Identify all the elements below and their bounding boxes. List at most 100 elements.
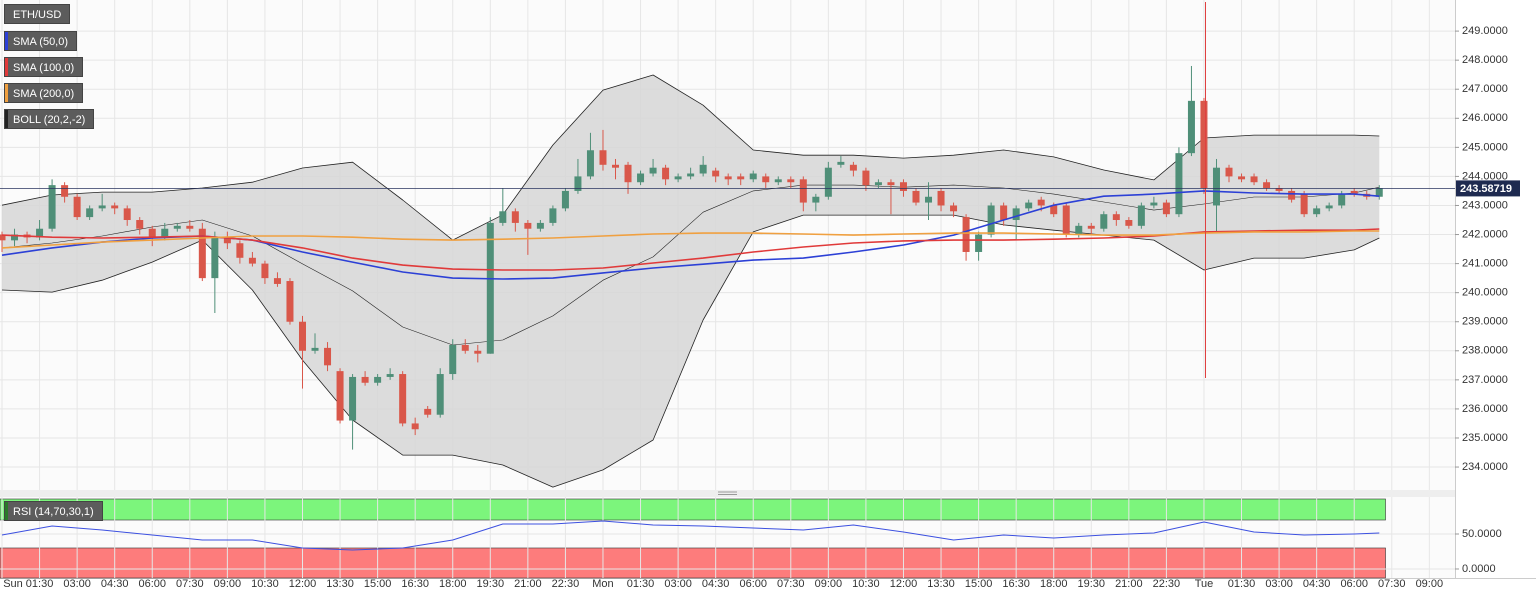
candle-body (599, 150, 607, 165)
candle-body (161, 228, 169, 238)
candle-body (1325, 205, 1333, 209)
candle-body (436, 374, 444, 415)
candle-body (899, 182, 907, 191)
candle-body (73, 196, 81, 218)
candle-body (1137, 205, 1145, 226)
rsi-line (1, 520, 1380, 551)
candle-body (524, 222, 532, 229)
candle-body (211, 237, 219, 279)
x-tick-label: 15:00 (364, 578, 392, 590)
x-tick-label: 12:00 (289, 578, 317, 590)
last-price-box (1456, 180, 1520, 197)
y-tick-label: 246.0000 (1462, 112, 1508, 124)
bollinger-lower (1, 214, 1380, 488)
candle-body (1050, 205, 1058, 215)
candle-body (1062, 205, 1070, 235)
candle-body (61, 185, 69, 197)
x-tick-label: 13:30 (326, 578, 354, 590)
candle-body (849, 164, 857, 171)
x-tick-label: 04:30 (702, 578, 730, 590)
rsi-label[interactable]: RSI (14,70,30,1) (4, 501, 103, 521)
candle-body (987, 205, 995, 235)
legend-text: SMA (100,0) (13, 62, 75, 74)
candle-body (399, 374, 407, 424)
candle-body (1100, 214, 1108, 229)
candle-body (1288, 190, 1296, 200)
candle-body (962, 217, 970, 252)
candle-body (374, 376, 382, 383)
x-tick-label: 04:30 (101, 578, 129, 590)
x-tick-label: Mon (592, 578, 613, 590)
candle-body (975, 234, 983, 252)
candle-body (574, 176, 582, 191)
x-tick-label: 22:30 (552, 578, 580, 590)
candle-body (762, 176, 770, 183)
candle-body (361, 376, 369, 383)
x-tick-label: 16:30 (1002, 578, 1030, 590)
y-tick-label: 248.0000 (1462, 54, 1508, 66)
candle-body (1037, 199, 1045, 206)
candle-body (1112, 214, 1120, 221)
candle-body (1012, 208, 1020, 221)
candle-body (298, 321, 306, 351)
candle-body (874, 182, 882, 186)
candle-body (561, 190, 569, 209)
candle-body (123, 208, 131, 221)
x-tick-label: 09:00 (214, 578, 242, 590)
candle-body (887, 182, 895, 186)
candle-body (799, 179, 807, 203)
candle-body (624, 164, 632, 183)
candle-body (198, 228, 206, 279)
candle-body (612, 164, 620, 168)
candle-body (486, 222, 494, 354)
x-tick-label: 13:30 (927, 578, 955, 590)
candle-body (774, 179, 782, 183)
candle-body (699, 164, 707, 174)
y-tick-label: 244.0000 (1462, 170, 1508, 182)
candle-body (1313, 208, 1321, 215)
y-tick-label: 237.0000 (1462, 374, 1508, 386)
candle-body (386, 374, 394, 377)
candle-body (311, 347, 319, 351)
legend-item[interactable]: SMA (200,0) (4, 83, 84, 103)
candle-body (48, 185, 56, 229)
legend-item[interactable]: BOLL (20,2,-2) (4, 109, 95, 129)
candle-body (461, 344, 469, 351)
bollinger-middle (1, 184, 1380, 346)
candle-body (925, 196, 933, 203)
y-tick-label: 238.0000 (1462, 345, 1508, 357)
candle-body (1263, 182, 1271, 189)
panel-divider[interactable] (0, 490, 1455, 497)
y-tick-label: 236.0000 (1462, 403, 1508, 415)
x-tick-label: 09:00 (1416, 578, 1444, 590)
candle-body (11, 234, 19, 241)
y-tick-label: 245.0000 (1462, 141, 1508, 153)
candle-body (1375, 188, 1383, 197)
x-tick-label: 03:00 (1265, 578, 1293, 590)
rsi-tick-label: 0.0000 (1462, 563, 1496, 575)
x-tick-label: 18:00 (1040, 578, 1068, 590)
legend-item[interactable]: SMA (50,0) (4, 31, 78, 51)
sma-line (1, 230, 1380, 249)
candle-body (662, 167, 670, 180)
legend-item[interactable]: SMA (100,0) (4, 57, 84, 77)
x-tick-label: 03:00 (63, 578, 91, 590)
candle-body (0, 234, 6, 241)
y-tick-label: 239.0000 (1462, 316, 1508, 328)
candle-body (36, 228, 44, 238)
candle-body (449, 344, 457, 375)
x-tick-label: 21:00 (1115, 578, 1143, 590)
x-tick-label: 21:00 (514, 578, 542, 590)
x-tick-label: 07:30 (1378, 578, 1406, 590)
y-tick-label: 249.0000 (1462, 25, 1508, 37)
bollinger-fill (2, 75, 1380, 488)
y-tick-label: 241.0000 (1462, 258, 1508, 270)
candle-body (261, 263, 269, 279)
candle-body (424, 408, 432, 415)
candle-body (336, 371, 344, 421)
last-price-label: 243.58719 (1460, 183, 1512, 195)
candle-body (586, 150, 594, 177)
y-tick-label: 240.0000 (1462, 287, 1508, 299)
candle-body (749, 173, 757, 180)
